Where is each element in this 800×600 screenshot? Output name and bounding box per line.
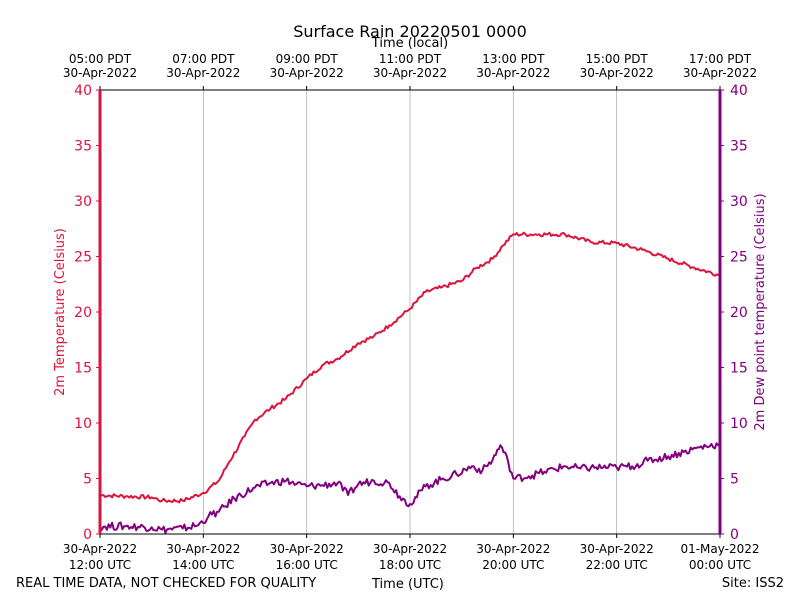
y-right-tick-label: 30 (730, 194, 748, 210)
y-left-tick-label: 30 (74, 194, 92, 210)
tick-labels: 0 0 5 5 10 10 15 15 20 20 25 25 30 30 35 35 40 40 30-Apr-2… (63, 52, 760, 572)
x-top-tick-time: 09:00 PDT (276, 52, 339, 66)
y-right-tick-label: 20 (730, 305, 748, 321)
gridlines (202, 90, 618, 534)
x-bottom-tick-date: 01-May-2022 (680, 542, 759, 556)
x-bottom-tick-time: 22:00 UTC (586, 558, 648, 572)
axes (96, 86, 724, 538)
x-top-tick-time: 05:00 PDT (69, 52, 132, 66)
series-line-temperature (99, 231, 721, 504)
site-label: Site: ISS2 (721, 576, 784, 591)
y-left-tick-label: 0 (83, 527, 92, 543)
y-right-tick-label: 35 (730, 139, 748, 155)
y-right-tick-label: 40 (730, 83, 748, 99)
y-left-tick-label: 35 (74, 139, 92, 155)
x-top-tick-date: 30-Apr-2022 (373, 66, 447, 80)
x-top-tick-date: 30-Apr-2022 (270, 66, 344, 80)
x-top-tick-time: 07:00 PDT (172, 52, 235, 66)
x-bottom-tick-time: 00:00 UTC (689, 558, 751, 572)
x-top-tick-time: 17:00 PDT (689, 52, 752, 66)
x-bottom-tick-date: 30-Apr-2022 (373, 542, 447, 556)
x-bottom-tick-date: 30-Apr-2022 (270, 542, 344, 556)
series-line-dewpoint (99, 442, 721, 534)
x-bottom-tick-time: 14:00 UTC (172, 558, 234, 572)
x-bottom-tick-time: 12:00 UTC (69, 558, 131, 572)
y-axis-right-label: 2m Dew point temperature (Celsius) (753, 193, 768, 430)
y-left-tick-label: 40 (74, 83, 92, 99)
x-bottom-tick-date: 30-Apr-2022 (63, 542, 137, 556)
y-right-tick-label: 10 (730, 416, 748, 432)
x-top-tick-date: 30-Apr-2022 (683, 66, 757, 80)
y-right-tick-label: 25 (730, 250, 748, 266)
x-bottom-tick-time: 18:00 UTC (379, 558, 441, 572)
y-right-tick-label: 15 (730, 361, 748, 377)
x-bottom-tick-date: 30-Apr-2022 (166, 542, 240, 556)
y-axis-left-label: 2m Temperature (Celsius) (53, 228, 68, 396)
x-bottom-tick-date: 30-Apr-2022 (476, 542, 550, 556)
x-bottom-tick-time: 20:00 UTC (482, 558, 544, 572)
chart-title: Surface Rain 20220501 0000 (293, 22, 527, 41)
y-left-tick-label: 10 (74, 416, 92, 432)
x-bottom-tick-date: 30-Apr-2022 (580, 542, 654, 556)
x-top-tick-date: 30-Apr-2022 (580, 66, 654, 80)
x-axis-label: Time (UTC) (372, 577, 444, 592)
x-top-tick-date: 30-Apr-2022 (476, 66, 550, 80)
x-top-tick-date: 30-Apr-2022 (63, 66, 137, 80)
x-top-tick-date: 30-Apr-2022 (166, 66, 240, 80)
y-left-tick-label: 20 (74, 305, 92, 321)
y-left-tick-label: 25 (74, 250, 92, 266)
data-quality-disclaimer: REAL TIME DATA, NOT CHECKED FOR QUALITY (16, 576, 317, 591)
top-axis-label: Time (local) (371, 36, 448, 51)
y-right-tick-label: 5 (730, 472, 739, 488)
x-top-tick-time: 13:00 PDT (482, 52, 545, 66)
y-left-tick-label: 5 (83, 472, 92, 488)
y-right-tick-label: 0 (730, 527, 739, 543)
series-lines (99, 231, 721, 534)
x-top-tick-time: 15:00 PDT (586, 52, 649, 66)
y-left-tick-label: 15 (74, 361, 92, 377)
x-top-tick-time: 11:00 PDT (379, 52, 442, 66)
x-bottom-tick-time: 16:00 UTC (276, 558, 338, 572)
